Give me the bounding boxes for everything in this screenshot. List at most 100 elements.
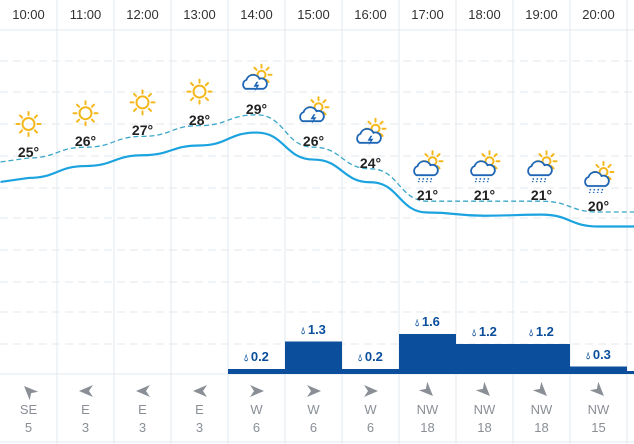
- wind-direction-arrow-icon: [513, 380, 570, 402]
- precipitation-label: 💧︎ 1.3: [285, 322, 342, 337]
- hour-header: 15:00: [297, 7, 330, 22]
- wind-speed: 6: [309, 420, 318, 435]
- wind-direction-arrow-icon: [114, 380, 171, 402]
- wind-direction: E: [195, 402, 204, 417]
- precipitation-label: 💧︎ 0.2: [228, 349, 285, 364]
- precipitation-label: 💧︎ 1.2: [513, 324, 570, 339]
- wind-speed: 3: [138, 420, 147, 435]
- wind-cell: NW 18: [456, 374, 513, 444]
- wind-direction-arrow-icon: [399, 380, 456, 402]
- precipitation-bar: [456, 344, 513, 374]
- precipitation-value: 1.6: [421, 314, 440, 329]
- wind-direction: E: [81, 402, 90, 417]
- wind-direction: W: [250, 402, 263, 417]
- rain-sun-icon: [527, 150, 558, 183]
- raindrop-icon: 💧︎: [472, 328, 479, 339]
- hour-header: 20:00: [582, 7, 615, 22]
- raindrop-icon: 💧︎: [586, 350, 593, 362]
- sun-icon: [15, 111, 42, 137]
- wind-speed: 5: [24, 420, 33, 435]
- hour-header: 11:00: [69, 7, 102, 22]
- precipitation-label: 💧︎ 0.3: [570, 347, 627, 362]
- precipitation-label: 💧︎ 0.2: [342, 349, 399, 364]
- sun-icon: [129, 89, 156, 116]
- wind-speed: 18: [477, 420, 492, 435]
- wind-direction-arrow-icon: [342, 380, 399, 402]
- wind-speed: 3: [195, 420, 204, 435]
- wind-speed: 15: [591, 420, 606, 435]
- temperature-dashed-line: [0, 114, 634, 213]
- wind-direction-arrow-icon: [570, 380, 627, 402]
- wind-cell: SE 5: [0, 374, 57, 444]
- precipitation-bar: [228, 369, 285, 374]
- precipitation-bar: [399, 334, 456, 374]
- temperature-label: 25°: [17, 144, 40, 160]
- raindrop-icon: 💧︎: [415, 318, 422, 329]
- wind-direction-arrow-icon: [57, 380, 114, 402]
- wind-cell: NW 18: [399, 374, 456, 444]
- temperature-label: 24°: [359, 154, 382, 171]
- wind-direction-arrow-icon: [0, 380, 57, 402]
- temperature-label: 28°: [188, 111, 211, 128]
- wind-cell: NW 18: [513, 374, 570, 444]
- wind-direction: W: [307, 402, 320, 417]
- hour-header: 14:00: [240, 7, 273, 22]
- hour-header: 10:00: [12, 7, 45, 22]
- wind-direction-arrow-icon: [456, 380, 513, 402]
- wind-direction: NW: [473, 402, 496, 417]
- precipitation-label: 💧︎ 1.6: [399, 314, 456, 329]
- rain-sun-icon: [584, 161, 615, 194]
- thunderstorm-sun-icon: [299, 96, 330, 125]
- temperature-label: 29°: [245, 100, 268, 117]
- wind-speed: 6: [366, 420, 375, 435]
- temperature-label: 27°: [131, 122, 154, 139]
- wind-speed: 18: [420, 420, 435, 435]
- hour-header: 17:00: [411, 7, 444, 22]
- thunderstorm-sun-icon: [242, 63, 273, 92]
- precipitation-value: 0.2: [250, 349, 269, 364]
- raindrop-icon: 💧︎: [358, 353, 365, 364]
- temperature-line: [0, 131, 634, 228]
- hour-header: 19:00: [525, 7, 558, 22]
- wind-direction: W: [364, 402, 377, 417]
- precipitation-value: 1.2: [478, 324, 497, 339]
- wind-speed: 3: [81, 420, 90, 435]
- temperature-label: 21°: [530, 187, 553, 204]
- hour-header: 18:00: [468, 7, 501, 22]
- precipitation-label: 💧︎ 1.2: [456, 324, 513, 339]
- precipitation-bar: [285, 341, 342, 374]
- precipitation-bar: [627, 371, 634, 374]
- raindrop-icon: 💧︎: [301, 325, 308, 337]
- wind-direction: SE: [19, 402, 38, 417]
- temperature-label: 21°: [473, 187, 496, 204]
- wind-direction: E: [138, 402, 147, 417]
- temperature-label: 26°: [74, 133, 97, 150]
- wind-direction-arrow-icon: [228, 380, 285, 402]
- raindrop-icon: 💧︎: [529, 328, 536, 339]
- wind-speed: 6: [252, 420, 261, 435]
- wind-direction-arrow-icon: [285, 380, 342, 402]
- raindrop-icon: 💧︎: [244, 353, 251, 364]
- precipitation-bar: [513, 344, 570, 374]
- rain-sun-icon: [413, 150, 444, 183]
- precipitation-bar: [570, 366, 627, 374]
- sun-icon: [72, 100, 99, 127]
- wind-cell: NW 15: [570, 374, 627, 444]
- hour-header: 12:00: [126, 7, 159, 22]
- wind-direction: NW: [587, 402, 610, 417]
- precipitation-value: 0.2: [364, 349, 383, 364]
- temperature-label: 21°: [416, 187, 439, 204]
- rain-sun-icon: [470, 150, 501, 183]
- hour-header: 16:00: [354, 7, 387, 22]
- temperature-label: 26°: [302, 133, 325, 150]
- thunderstorm-sun-icon: [356, 117, 387, 146]
- wind-direction: NW: [530, 402, 553, 417]
- temperature-label: 20°: [587, 198, 610, 214]
- precipitation-value: 1.2: [535, 324, 554, 339]
